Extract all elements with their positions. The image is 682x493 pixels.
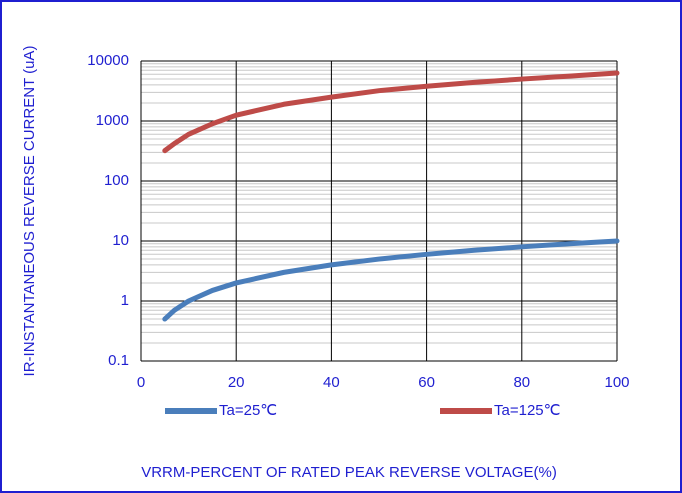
legend-label: Ta=25℃ (219, 402, 277, 419)
y-tick-label: 100 (104, 172, 129, 189)
x-tick-label: 60 (418, 374, 435, 391)
data-line (162, 238, 620, 322)
legend-label: Ta=125℃ (494, 402, 560, 419)
y-tick-label: 0.1 (108, 352, 129, 369)
x-tick-label: 80 (513, 374, 530, 391)
plot-area (141, 61, 617, 361)
y-axis-label: IR-INSTANTANEOUS REVERSE CURRENT (uA) (21, 46, 38, 377)
y-tick-label: 10000 (87, 52, 129, 69)
x-tick-label: 0 (137, 374, 145, 391)
x-tick-label: 100 (604, 374, 629, 391)
y-tick-label: 1000 (96, 112, 129, 129)
y-tick-label: 10 (112, 232, 129, 249)
x-axis-label: VRRM-PERCENT OF RATED PEAK REVERSE VOLTA… (141, 464, 557, 481)
data-line (162, 70, 620, 154)
y-tick-label: 1 (121, 292, 129, 309)
x-tick-label: 40 (323, 374, 340, 391)
x-tick-label: 20 (228, 374, 245, 391)
